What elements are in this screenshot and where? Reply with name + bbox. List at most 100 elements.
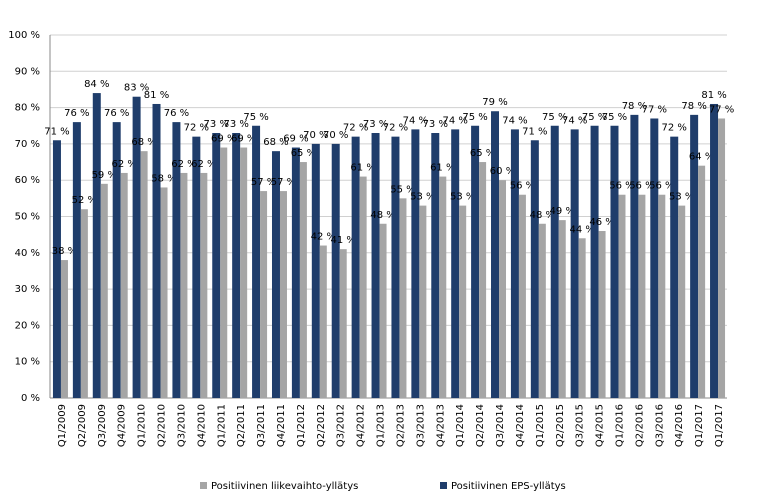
data-label: 79 % (482, 97, 507, 108)
data-label: 70 % (323, 130, 348, 141)
bar (479, 162, 487, 398)
data-label: 71 % (522, 126, 547, 137)
data-label: 69 % (211, 134, 236, 145)
data-label: 69 % (283, 134, 308, 145)
data-label: 62 % (191, 159, 216, 170)
data-label: 73 % (363, 119, 388, 130)
bar (319, 245, 327, 398)
data-label: 55 % (390, 184, 415, 195)
x-tick-label: Q1/2012 (296, 404, 307, 447)
x-tick-label: Q2/2009 (77, 404, 88, 447)
bar (491, 111, 500, 398)
bar (92, 93, 101, 398)
data-label: 56 % (649, 181, 674, 192)
bar (538, 223, 546, 398)
data-label: 53 % (410, 192, 435, 203)
data-label: 38 % (52, 246, 77, 257)
bar (72, 122, 81, 399)
y-tick-label: 10 % (15, 357, 40, 368)
bar (299, 162, 307, 398)
x-tick-label: Q1/2016 (614, 404, 625, 447)
x-tick-label: Q2/2013 (395, 404, 406, 447)
y-tick-label: 30 % (15, 284, 40, 295)
x-tick-label: Q3/2016 (654, 404, 665, 447)
data-label: 72 % (662, 123, 687, 134)
bar (160, 187, 168, 398)
bar (439, 176, 447, 398)
bar (411, 129, 420, 398)
x-tick-label: Q1/2017 (694, 404, 705, 447)
bar (311, 143, 320, 398)
bar (570, 129, 579, 398)
data-label: 62 % (171, 159, 196, 170)
data-label: 64 % (689, 152, 714, 163)
bar (100, 183, 108, 398)
bar (558, 220, 566, 398)
data-label: 73 % (423, 119, 448, 130)
bar (180, 172, 188, 398)
bar (698, 165, 706, 398)
bar (590, 125, 599, 398)
y-tick-label: 60 % (15, 175, 40, 186)
bar (252, 125, 261, 398)
bar (530, 140, 539, 398)
bar (192, 136, 201, 398)
x-tick-label: Q3/2012 (336, 404, 347, 447)
bar (690, 114, 699, 399)
data-label: 72 % (343, 123, 368, 134)
bar (598, 231, 606, 398)
data-label: 44 % (569, 224, 594, 235)
data-label: 57 % (271, 177, 296, 188)
bar (351, 136, 360, 398)
bar (471, 125, 480, 398)
bar (419, 205, 427, 398)
bar (80, 209, 88, 398)
bar (630, 114, 639, 399)
bar (670, 136, 679, 398)
data-label: 59 % (92, 170, 117, 181)
x-tick-label: Q2/2016 (634, 404, 645, 447)
data-label: 68 % (131, 137, 156, 148)
bar (710, 103, 719, 398)
data-label: 77 % (709, 104, 734, 115)
y-tick-label: 80 % (15, 103, 40, 114)
bar (152, 103, 161, 398)
data-label: 65 % (291, 148, 316, 159)
bar (499, 180, 507, 398)
bar (459, 205, 467, 398)
data-label: 76 % (164, 108, 189, 119)
x-tick-label: Q2/2015 (555, 404, 566, 447)
data-label: 81 % (144, 90, 169, 101)
data-label: 73 % (204, 119, 229, 130)
x-tick-label: Q1/2017 (714, 404, 725, 447)
bar (371, 133, 380, 398)
bar (271, 151, 280, 398)
data-label: 56 % (609, 181, 634, 192)
bar (172, 122, 181, 399)
bar (510, 129, 519, 398)
bar (610, 125, 619, 398)
data-label: 58 % (151, 173, 176, 184)
data-label: 53 % (669, 192, 694, 203)
x-tick-label: Q3/2013 (415, 404, 426, 447)
x-tick-label: Q2/2014 (475, 404, 486, 447)
bar (550, 125, 559, 398)
x-tick-label: Q2/2010 (157, 404, 168, 447)
legend-label: Positiivinen liikevaihto-yllätys (211, 481, 358, 492)
legend-label: Positiivinen EPS-yllätys (451, 481, 566, 492)
bar (232, 133, 241, 398)
data-label: 78 % (622, 101, 647, 112)
bar (120, 172, 128, 398)
bar (279, 191, 287, 398)
data-label: 76 % (104, 108, 129, 119)
x-tick-label: Q4/2013 (435, 404, 446, 447)
data-label: 61 % (430, 163, 455, 174)
data-label: 56 % (510, 181, 535, 192)
x-tick-label: Q1/2009 (57, 404, 68, 447)
data-label: 56 % (629, 181, 654, 192)
data-label: 52 % (72, 195, 97, 206)
data-label: 49 % (550, 206, 575, 217)
legend-swatch (440, 482, 447, 489)
bar (618, 194, 626, 398)
